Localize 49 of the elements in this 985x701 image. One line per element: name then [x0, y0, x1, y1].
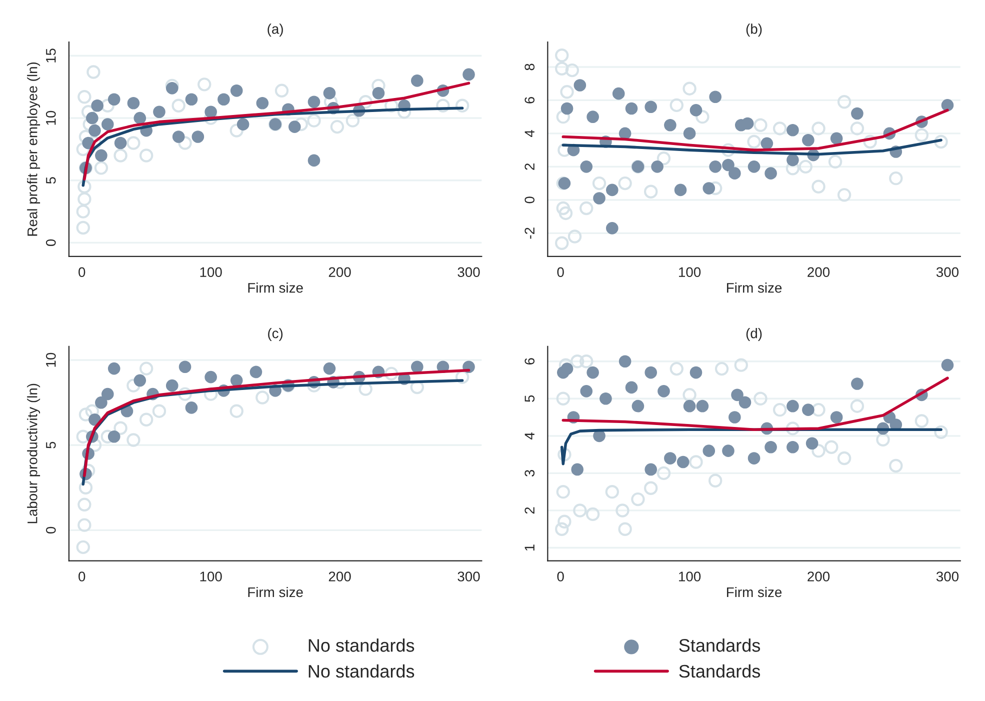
- y-tick-label: 5: [524, 395, 535, 402]
- y-tick-label: 3: [524, 470, 535, 477]
- x-tick-label: 200: [808, 267, 830, 278]
- x-axis-title: Firm size: [248, 586, 303, 598]
- y-tick-label: 6: [524, 96, 535, 104]
- legend-label: No standards: [308, 664, 414, 678]
- x-tick-label: 300: [936, 267, 959, 278]
- chart-title: (a): [268, 24, 283, 37]
- x-tick-label: 100: [679, 267, 701, 278]
- x-tick-label: 300: [936, 572, 959, 582]
- y-tick-label: 1: [524, 544, 534, 551]
- x-axis-title: Firm size: [727, 586, 782, 598]
- y-tick-label: 5: [46, 442, 56, 448]
- x-tick-label: 200: [328, 572, 351, 582]
- x-tick-label: 300: [458, 572, 480, 582]
- y-tick-label: 0: [46, 526, 56, 534]
- x-tick-label: 0: [557, 572, 564, 582]
- y-axis-title: Real profit per employee (ln): [27, 62, 40, 236]
- x-tick-label: 0: [557, 267, 564, 278]
- x-tick-label: 200: [328, 267, 351, 278]
- y-tick-label: 2: [524, 164, 534, 170]
- x-axis-title: Firm size: [248, 282, 303, 293]
- y-tick-label: 0: [524, 196, 535, 204]
- x-tick-label: 0: [78, 572, 86, 582]
- y-tick-label: 2: [524, 507, 534, 514]
- y-axis-title: Labour productivity (ln): [27, 384, 40, 524]
- y-tick-label: 8: [524, 64, 535, 70]
- x-tick-label: 100: [679, 572, 701, 582]
- y-tick-label: -2: [524, 228, 534, 239]
- y-tick-label: 6: [524, 358, 535, 365]
- legend-label: Standards: [679, 664, 760, 678]
- x-tick-label: 0: [78, 267, 86, 278]
- x-tick-label: 200: [808, 572, 830, 582]
- y-tick-label: 0: [46, 239, 56, 246]
- chart-title: (b): [746, 24, 762, 37]
- chart-title: (d): [746, 328, 762, 341]
- y-tick-label: 15: [46, 48, 56, 62]
- y-tick-label: 5: [46, 177, 56, 184]
- legend-label: Standards: [679, 638, 760, 652]
- legend-label: No standards: [308, 638, 414, 652]
- y-tick-label: 10: [46, 110, 56, 125]
- x-tick-label: 300: [458, 267, 480, 278]
- x-tick-label: 100: [200, 267, 222, 278]
- y-tick-label: 4: [524, 432, 534, 440]
- x-tick-label: 100: [200, 572, 222, 582]
- y-tick-label: 4: [524, 130, 534, 137]
- chart-title: (c): [268, 328, 283, 341]
- y-tick-label: 10: [46, 352, 56, 367]
- x-axis-title: Firm size: [727, 282, 782, 293]
